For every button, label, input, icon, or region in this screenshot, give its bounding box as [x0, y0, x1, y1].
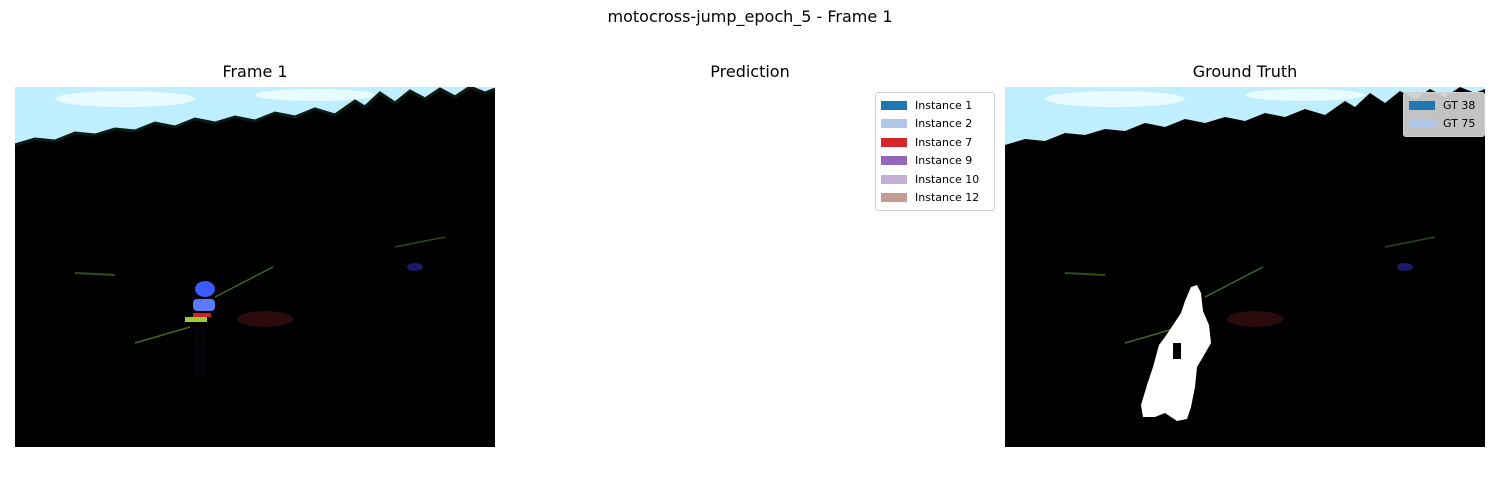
ground-truth-image — [1005, 87, 1485, 447]
legend-label: Instance 7 — [915, 135, 973, 149]
frame-panel-title: Frame 1 — [222, 62, 288, 81]
legend-label: Instance 10 — [915, 172, 980, 186]
legend-item: Instance 10 — [881, 170, 989, 189]
legend-item: Instance 2 — [881, 115, 989, 134]
legend-swatch — [881, 137, 907, 147]
legend-swatch — [1409, 119, 1435, 129]
legend-label: Instance 2 — [915, 117, 973, 131]
ground-truth-legend: GT 38 GT 75 — [1403, 92, 1485, 137]
legend-label: GT 38 — [1443, 98, 1476, 112]
legend-item: Instance 9 — [881, 152, 989, 171]
prediction-panel-title: Prediction — [710, 62, 790, 81]
legend-swatch — [881, 193, 907, 203]
legend-swatch — [881, 174, 907, 184]
legend-swatch — [881, 119, 907, 129]
prediction-legend: Instance 1 Instance 2 Instance 7 Instanc… — [875, 92, 995, 211]
legend-item: GT 75 — [1409, 115, 1479, 134]
legend-label: GT 75 — [1443, 117, 1476, 131]
legend-swatch — [1409, 100, 1435, 110]
legend-item: Instance 1 — [881, 96, 989, 115]
legend-label: Instance 12 — [915, 191, 980, 205]
legend-item: GT 38 — [1409, 96, 1479, 115]
legend-swatch — [881, 156, 907, 166]
legend-swatch — [881, 100, 907, 110]
legend-label: Instance 1 — [915, 98, 973, 112]
legend-item: Instance 12 — [881, 189, 989, 208]
frame-image — [15, 87, 495, 447]
legend-item: Instance 7 — [881, 133, 989, 152]
legend-label: Instance 9 — [915, 154, 973, 168]
ground-truth-panel-title: Ground Truth — [1192, 62, 1298, 81]
figure-title: motocross-jump_epoch_5 - Frame 1 — [607, 7, 893, 26]
